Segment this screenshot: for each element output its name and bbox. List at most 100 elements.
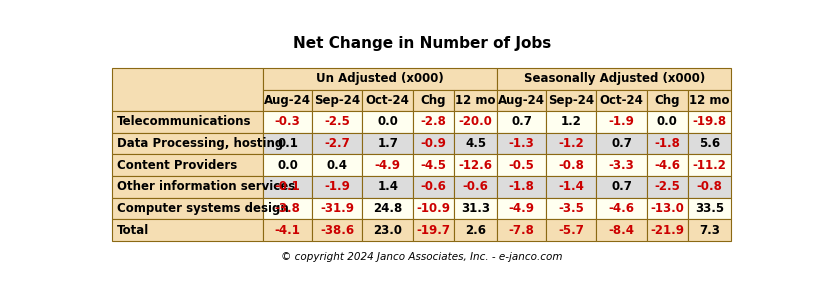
FancyBboxPatch shape (497, 90, 546, 111)
FancyBboxPatch shape (687, 219, 731, 241)
FancyBboxPatch shape (413, 198, 453, 219)
Text: Net Change in Number of Jobs: Net Change in Number of Jobs (293, 36, 551, 51)
Text: 12 mo: 12 mo (455, 94, 495, 107)
Text: -3.5: -3.5 (558, 202, 584, 215)
FancyBboxPatch shape (647, 176, 687, 198)
Text: -0.8: -0.8 (558, 159, 584, 172)
Text: -2.8: -2.8 (421, 115, 446, 128)
Text: © copyright 2024 Janco Associates, Inc. - e-janco.com: © copyright 2024 Janco Associates, Inc. … (281, 252, 563, 262)
Text: -7.8: -7.8 (509, 224, 534, 237)
FancyBboxPatch shape (546, 111, 597, 133)
Text: 12 mo: 12 mo (689, 94, 730, 107)
FancyBboxPatch shape (597, 90, 647, 111)
FancyBboxPatch shape (647, 219, 687, 241)
Text: 7.3: 7.3 (699, 224, 720, 237)
Text: 0.7: 0.7 (611, 180, 632, 193)
Text: 0.0: 0.0 (377, 115, 398, 128)
Text: -4.9: -4.9 (374, 159, 401, 172)
Text: -0.6: -0.6 (463, 180, 488, 193)
Text: -19.7: -19.7 (416, 224, 450, 237)
Text: -19.8: -19.8 (692, 115, 727, 128)
FancyBboxPatch shape (263, 219, 312, 241)
Text: Computer systems design: Computer systems design (117, 202, 289, 215)
Text: 31.3: 31.3 (461, 202, 490, 215)
Text: 2.6: 2.6 (465, 224, 486, 237)
Text: -4.1: -4.1 (275, 224, 300, 237)
FancyBboxPatch shape (453, 90, 497, 111)
FancyBboxPatch shape (263, 90, 312, 111)
Text: 0.0: 0.0 (657, 115, 677, 128)
FancyBboxPatch shape (687, 154, 731, 176)
FancyBboxPatch shape (497, 111, 546, 133)
Text: -1.3: -1.3 (509, 137, 534, 150)
FancyBboxPatch shape (362, 133, 413, 154)
FancyBboxPatch shape (413, 133, 453, 154)
FancyBboxPatch shape (453, 154, 497, 176)
Text: 0.7: 0.7 (511, 115, 532, 128)
Text: -1.2: -1.2 (558, 137, 584, 150)
FancyBboxPatch shape (263, 68, 497, 90)
Text: Total: Total (117, 224, 149, 237)
FancyBboxPatch shape (113, 133, 263, 154)
Text: -4.9: -4.9 (509, 202, 534, 215)
FancyBboxPatch shape (263, 198, 312, 219)
Text: Oct-24: Oct-24 (365, 94, 410, 107)
FancyBboxPatch shape (362, 111, 413, 133)
Text: -0.9: -0.9 (421, 137, 446, 150)
Text: -0.1: -0.1 (275, 180, 300, 193)
Text: -0.6: -0.6 (421, 180, 446, 193)
FancyBboxPatch shape (597, 111, 647, 133)
FancyBboxPatch shape (312, 198, 362, 219)
Text: Aug-24: Aug-24 (264, 94, 311, 107)
Text: Sep-24: Sep-24 (314, 94, 360, 107)
FancyBboxPatch shape (113, 176, 263, 198)
Text: 0.4: 0.4 (327, 159, 347, 172)
Text: -0.3: -0.3 (275, 115, 300, 128)
FancyBboxPatch shape (312, 111, 362, 133)
FancyBboxPatch shape (263, 154, 312, 176)
FancyBboxPatch shape (362, 176, 413, 198)
FancyBboxPatch shape (362, 198, 413, 219)
Text: 23.0: 23.0 (373, 224, 402, 237)
Text: -2.5: -2.5 (654, 180, 680, 193)
FancyBboxPatch shape (113, 198, 263, 219)
FancyBboxPatch shape (647, 133, 687, 154)
Text: -0.8: -0.8 (696, 180, 723, 193)
FancyBboxPatch shape (263, 176, 312, 198)
Text: 24.8: 24.8 (373, 202, 402, 215)
FancyBboxPatch shape (263, 133, 312, 154)
Text: 0.7: 0.7 (611, 137, 632, 150)
Text: -38.6: -38.6 (320, 224, 354, 237)
Text: -21.9: -21.9 (650, 224, 684, 237)
FancyBboxPatch shape (312, 133, 362, 154)
FancyBboxPatch shape (453, 176, 497, 198)
Text: Aug-24: Aug-24 (498, 94, 545, 107)
FancyBboxPatch shape (597, 133, 647, 154)
Text: Oct-24: Oct-24 (600, 94, 644, 107)
Text: -5.7: -5.7 (558, 224, 584, 237)
FancyBboxPatch shape (413, 111, 453, 133)
FancyBboxPatch shape (647, 198, 687, 219)
Text: -3.8: -3.8 (275, 202, 300, 215)
Text: -1.9: -1.9 (609, 115, 635, 128)
FancyBboxPatch shape (497, 176, 546, 198)
FancyBboxPatch shape (413, 219, 453, 241)
FancyBboxPatch shape (312, 154, 362, 176)
Text: -13.0: -13.0 (650, 202, 684, 215)
FancyBboxPatch shape (546, 219, 597, 241)
FancyBboxPatch shape (647, 90, 687, 111)
FancyBboxPatch shape (546, 176, 597, 198)
FancyBboxPatch shape (687, 176, 731, 198)
FancyBboxPatch shape (597, 154, 647, 176)
Text: Sep-24: Sep-24 (548, 94, 594, 107)
Text: Data Processing, hosting: Data Processing, hosting (117, 137, 283, 150)
FancyBboxPatch shape (546, 133, 597, 154)
Text: -20.0: -20.0 (458, 115, 492, 128)
FancyBboxPatch shape (597, 176, 647, 198)
FancyBboxPatch shape (687, 198, 731, 219)
Text: -3.3: -3.3 (609, 159, 635, 172)
Text: 1.2: 1.2 (560, 115, 582, 128)
FancyBboxPatch shape (546, 154, 597, 176)
Text: -4.6: -4.6 (608, 202, 635, 215)
Text: Un Adjusted (x000): Un Adjusted (x000) (317, 73, 444, 86)
